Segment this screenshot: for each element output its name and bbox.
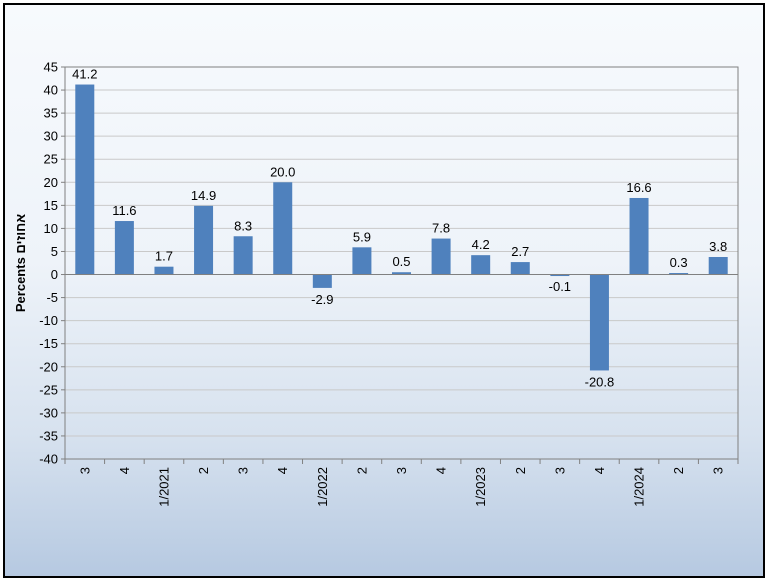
y-tick-label: -25 <box>39 382 58 397</box>
y-tick-label: 15 <box>44 198 58 213</box>
y-axis-ticks: 45 40 35 30 25 20 15 10 5 0 -5 -10 -15 -20 -25 -30 -35 -4… <box>39 60 65 467</box>
bar <box>114 221 134 275</box>
x-axis-ticks: 3 4 1/2021 2 3 4 1/2022 2 3 4 1/2023 2 3 4 1/2024 2 3 <box>64 459 739 507</box>
x-tick-label: 4 <box>434 467 449 474</box>
y-tick-label: 20 <box>44 175 58 190</box>
bar <box>194 205 214 275</box>
data-label: 1.7 <box>155 249 173 264</box>
data-label: 7.8 <box>432 221 450 236</box>
data-label: 5.9 <box>353 229 371 244</box>
bar <box>669 273 689 275</box>
data-label: -0.1 <box>549 279 571 294</box>
bar <box>589 274 609 371</box>
bar <box>312 274 332 288</box>
bar <box>273 182 293 275</box>
bar <box>471 255 491 275</box>
bar <box>510 262 530 275</box>
data-label: -2.9 <box>311 292 333 307</box>
y-tick-label: 35 <box>44 106 58 121</box>
x-tick-label: 3 <box>552 467 567 474</box>
bar <box>392 272 411 275</box>
y-tick-label: 30 <box>44 129 58 144</box>
bar <box>352 247 372 275</box>
data-label: 4.2 <box>472 237 490 252</box>
bar <box>233 236 253 275</box>
y-tick-label: -10 <box>39 313 58 328</box>
x-tick-label: 4 <box>117 467 132 474</box>
y-tick-label: -15 <box>39 336 58 351</box>
x-tick-label: 3 <box>236 467 251 474</box>
x-tick-label: 1/2021 <box>156 467 171 507</box>
x-tick-label: 2 <box>513 467 528 474</box>
y-tick-label: -30 <box>39 405 58 420</box>
y-tick-label: -5 <box>46 290 58 305</box>
x-tick-label: 3 <box>711 467 726 474</box>
data-label: 2.7 <box>511 244 529 259</box>
bar <box>154 266 174 275</box>
data-label: 14.9 <box>191 188 216 203</box>
x-tick-label: 4 <box>275 467 290 474</box>
y-tick-label: -35 <box>39 428 58 443</box>
data-label: 8.3 <box>234 218 252 233</box>
data-label: 41.2 <box>72 67 97 82</box>
x-tick-label: 3 <box>77 467 92 474</box>
bar <box>708 257 728 275</box>
plot-area-border <box>64 66 739 460</box>
y-tick-label: 0 <box>51 267 58 282</box>
x-tick-label: 4 <box>592 467 607 474</box>
x-tick-label: 1/2022 <box>315 467 330 507</box>
data-label: 0.3 <box>670 255 688 270</box>
y-tick-label: -40 <box>39 452 58 467</box>
x-tick-label: 2 <box>671 467 686 474</box>
y-tick-label: -20 <box>39 359 58 374</box>
data-label: 20.0 <box>270 164 295 179</box>
y-axis-label: Percents אחוזים <box>13 214 28 312</box>
y-tick-label: 10 <box>44 221 58 236</box>
x-tick-label: 2 <box>354 467 369 474</box>
data-label: 16.6 <box>626 180 651 195</box>
bar <box>550 274 570 277</box>
data-labels: 41.2 11.6 1.7 14.9 8.3 20.0 -2.9 5.9 0.5 7.8 4.2 2.… <box>72 67 727 390</box>
bars <box>75 84 728 371</box>
data-label: 0.5 <box>392 254 410 269</box>
x-tick-label: 1/2024 <box>632 467 647 507</box>
data-label: 11.6 <box>112 203 136 218</box>
y-tick-label: 5 <box>51 244 58 259</box>
x-tick-label: 1/2023 <box>473 467 488 507</box>
bar <box>431 238 451 275</box>
x-tick-label: 3 <box>394 467 409 474</box>
y-tick-label: 40 <box>44 83 58 98</box>
chart-frame <box>3 3 765 578</box>
x-tick-label: 2 <box>196 467 211 474</box>
bar <box>629 197 649 275</box>
y-tick-label: 45 <box>44 60 58 75</box>
data-label: 3.8 <box>709 239 727 254</box>
data-label: -20.8 <box>585 374 615 389</box>
y-tick-label: 25 <box>44 152 58 167</box>
bar <box>75 84 95 275</box>
